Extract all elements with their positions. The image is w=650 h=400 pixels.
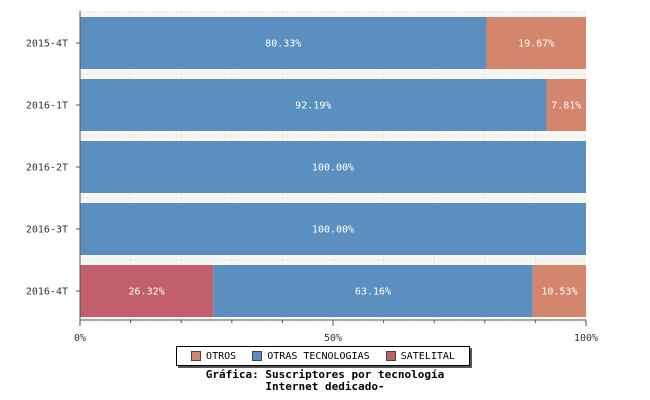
bar-segment	[80, 141, 586, 193]
bar-segment	[486, 17, 586, 69]
bar-segment	[546, 79, 586, 131]
bar-segment	[80, 203, 586, 255]
legend-label: OTRAS TECNOLOGIAS	[267, 350, 370, 362]
legend: OTROS OTRAS TECNOLOGIAS SATELITAL	[176, 346, 470, 366]
legend-item: OTROS	[191, 351, 236, 362]
legend-item: OTRAS TECNOLOGIAS	[252, 350, 370, 362]
legend-label: SATELITAL	[400, 350, 455, 362]
x-tick-label: 0%	[74, 333, 86, 344]
bar-segment	[213, 265, 533, 317]
legend-swatch	[191, 351, 202, 361]
data-label: 100.00%	[312, 225, 354, 236]
x-tick-label: 50%	[324, 333, 342, 344]
y-tick-label: 2016-1T	[26, 101, 68, 112]
data-label: 10.53%	[541, 287, 577, 298]
data-label: 63.16%	[355, 287, 391, 298]
legend-swatch	[252, 351, 263, 361]
bar-segment	[532, 265, 587, 317]
y-tick-label: 2016-2T	[26, 163, 68, 174]
bar-segment	[80, 265, 214, 317]
caption-line-2: Internet dedicado-	[265, 380, 385, 393]
y-tick-label: 2016-4T	[26, 287, 68, 298]
caption-line-1: Gráfica: Suscriptores por tecnología	[205, 368, 445, 381]
data-label: 26.32%	[129, 287, 165, 298]
bars	[80, 17, 587, 317]
x-tick-label: 100%	[574, 333, 598, 344]
bar-segment	[80, 17, 487, 69]
data-label: 100.00%	[312, 163, 354, 174]
y-tick-label: 2016-3T	[26, 225, 68, 236]
data-label: 19.67%	[518, 39, 554, 50]
data-label: 92.19%	[295, 101, 331, 112]
legend-swatch	[385, 351, 396, 361]
axes: 2015-4T 2016-1T 2016-2T 2016-3T 2016-4T 0% 50%…	[26, 11, 598, 344]
data-label: 7.81%	[551, 101, 581, 112]
legend-label: OTROS	[206, 350, 237, 362]
data-label: 80.33%	[265, 39, 301, 50]
bar-segment	[80, 79, 547, 131]
bar-labels: 80.33% 19.67% 92.19% 7.81% 100.00% 100.00% 26.…	[129, 39, 582, 298]
legend-item: SATELITAL	[385, 350, 455, 362]
y-tick-label: 2015-4T	[26, 39, 68, 50]
